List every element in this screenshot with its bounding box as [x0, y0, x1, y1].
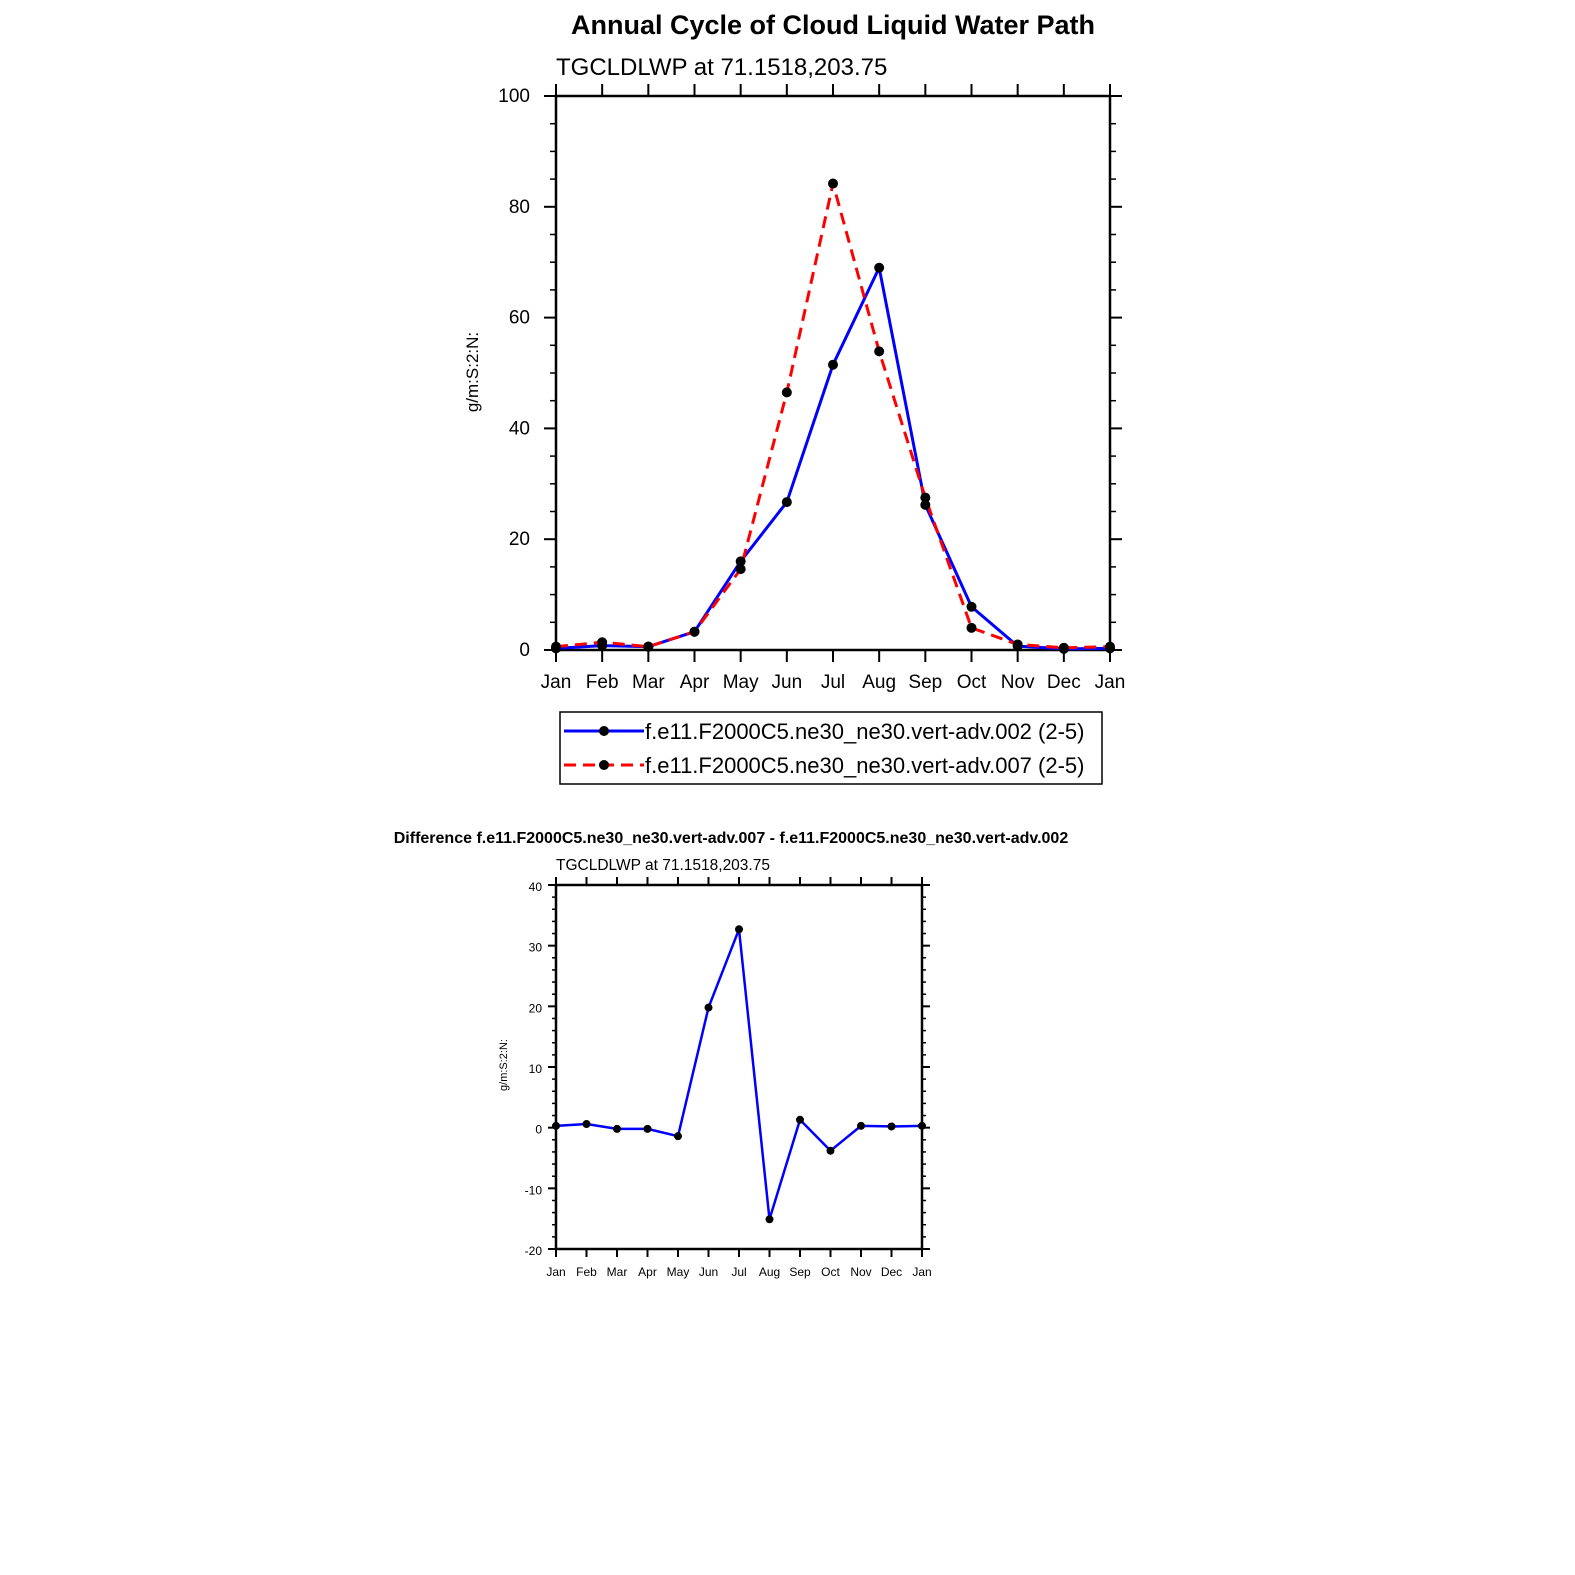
data-point [1105, 641, 1115, 652]
y-tick-label: 0 [535, 1123, 542, 1137]
legend-label-series-1: f.e11.F2000C5.ne30_ne30.vert-adv.002 (2-… [645, 719, 1084, 744]
data-point [597, 637, 608, 648]
difference-title: Difference f.e11.F2000C5.ne30_ne30.vert-… [394, 830, 1069, 847]
y-tick-label: 40 [529, 880, 543, 894]
series-line [555, 266, 1111, 651]
y-tick-label: 10 [529, 1062, 543, 1076]
data-point [874, 346, 885, 357]
x-tick-label: Jun [772, 672, 803, 693]
data-point [674, 1132, 682, 1141]
data-point [704, 1003, 713, 1012]
x-tick-label: Aug [862, 672, 896, 693]
data-point [874, 262, 885, 273]
y-tick-label: -10 [525, 1183, 543, 1197]
data-point [765, 1215, 774, 1224]
x-tick-label: May [667, 1265, 690, 1279]
data-point [613, 1124, 621, 1133]
legend-box [559, 711, 1103, 785]
difference-series-layer [552, 925, 926, 1224]
x-tick-label: Apr [680, 672, 710, 693]
x-tick-label: Feb [586, 672, 619, 693]
x-tick-label: Apr [638, 1265, 657, 1279]
difference-y-axis-label: g/m:S:2:N: [498, 1039, 510, 1091]
legend-label-series-2: f.e11.F2000C5.ne30_ne30.vert-adv.007 (2-… [645, 753, 1084, 778]
x-tick-label: May [723, 672, 759, 693]
x-tick-label: Dec [881, 1265, 902, 1279]
series-line [555, 928, 923, 1221]
y-tick-label: 20 [509, 529, 530, 550]
y-tick-label: 100 [498, 86, 530, 107]
data-point [828, 178, 838, 189]
data-point [966, 622, 977, 633]
x-tick-label: Jun [699, 1265, 718, 1279]
x-tick-label: Oct [957, 672, 987, 693]
y-tick-label: -20 [525, 1244, 543, 1258]
x-tick-label: Oct [821, 1265, 840, 1279]
y-tick-label: 30 [529, 941, 543, 955]
x-tick-label: Nov [850, 1265, 871, 1279]
data-point [735, 556, 746, 567]
x-tick-label: Sep [908, 672, 942, 693]
x-tick-label: Jul [731, 1265, 746, 1279]
x-tick-label: Sep [789, 1265, 811, 1279]
chart-title: Annual Cycle of Cloud Liquid Water Path [571, 10, 1095, 40]
y-tick-label: 40 [509, 418, 530, 439]
x-tick-label: Jul [821, 672, 845, 693]
data-point [828, 359, 838, 370]
legend-marker-series-2 [599, 760, 609, 770]
x-tick-label: Aug [759, 1265, 780, 1279]
data-point [689, 626, 700, 637]
plot-frame: 0 20 40 60 80 100 Jan Feb Mar Apr May Jun Jul Aug Sep O… [498, 84, 1125, 693]
x-tick-label: Nov [1001, 672, 1035, 693]
difference-plot-frame: -20 -10 0 10 20 30 40 Jan Feb Mar Apr May Jun Jul Aug S… [525, 877, 932, 1279]
y-tick-label: 60 [509, 308, 530, 329]
data-point [796, 1115, 804, 1124]
series-layer [551, 178, 1115, 654]
data-point [887, 1122, 896, 1131]
data-point [857, 1121, 865, 1130]
x-tick-label: Mar [632, 672, 665, 693]
data-point [920, 499, 931, 510]
y-axis-label: g/m:S:2:N: [463, 332, 482, 412]
chart-subtitle: TGCLDLWP at 71.1518,203.75 [556, 54, 887, 81]
data-point [735, 564, 746, 575]
y-tick-label: 80 [509, 197, 530, 218]
legend: f.e11.F2000C5.ne30_ne30.vert-adv.002 (2-… [559, 711, 1103, 785]
series-line [555, 182, 1111, 650]
y-tick-label: 20 [529, 1001, 543, 1015]
x-tick-label: Jan [541, 672, 572, 693]
x-tick-label: Mar [607, 1265, 628, 1279]
y-tick-label: 0 [519, 640, 530, 661]
data-point [643, 641, 654, 652]
data-point [552, 1121, 560, 1130]
data-point [781, 497, 792, 508]
data-point [551, 641, 561, 652]
x-tick-label: Jan [546, 1265, 565, 1279]
x-tick-label: Feb [576, 1265, 597, 1279]
data-point [643, 1124, 652, 1133]
x-tick-label: Jan [912, 1265, 931, 1279]
difference-chart: Difference f.e11.F2000C5.ne30_ne30.vert-… [394, 830, 1069, 1279]
x-tick-label: Dec [1047, 672, 1081, 693]
data-point [826, 1146, 835, 1155]
data-point [1058, 642, 1069, 653]
x-tick-label: Jan [1095, 672, 1126, 693]
data-point [918, 1121, 926, 1130]
data-point [1012, 639, 1023, 650]
legend-marker-series-1 [599, 726, 609, 736]
data-point [582, 1120, 591, 1129]
data-point [735, 925, 743, 934]
annual-cycle-chart: Annual Cycle of Cloud Liquid Water Path … [463, 10, 1125, 785]
difference-subtitle: TGCLDLWP at 71.1518,203.75 [556, 857, 770, 874]
data-point [966, 601, 977, 612]
data-point [920, 492, 931, 503]
data-point [781, 387, 792, 398]
